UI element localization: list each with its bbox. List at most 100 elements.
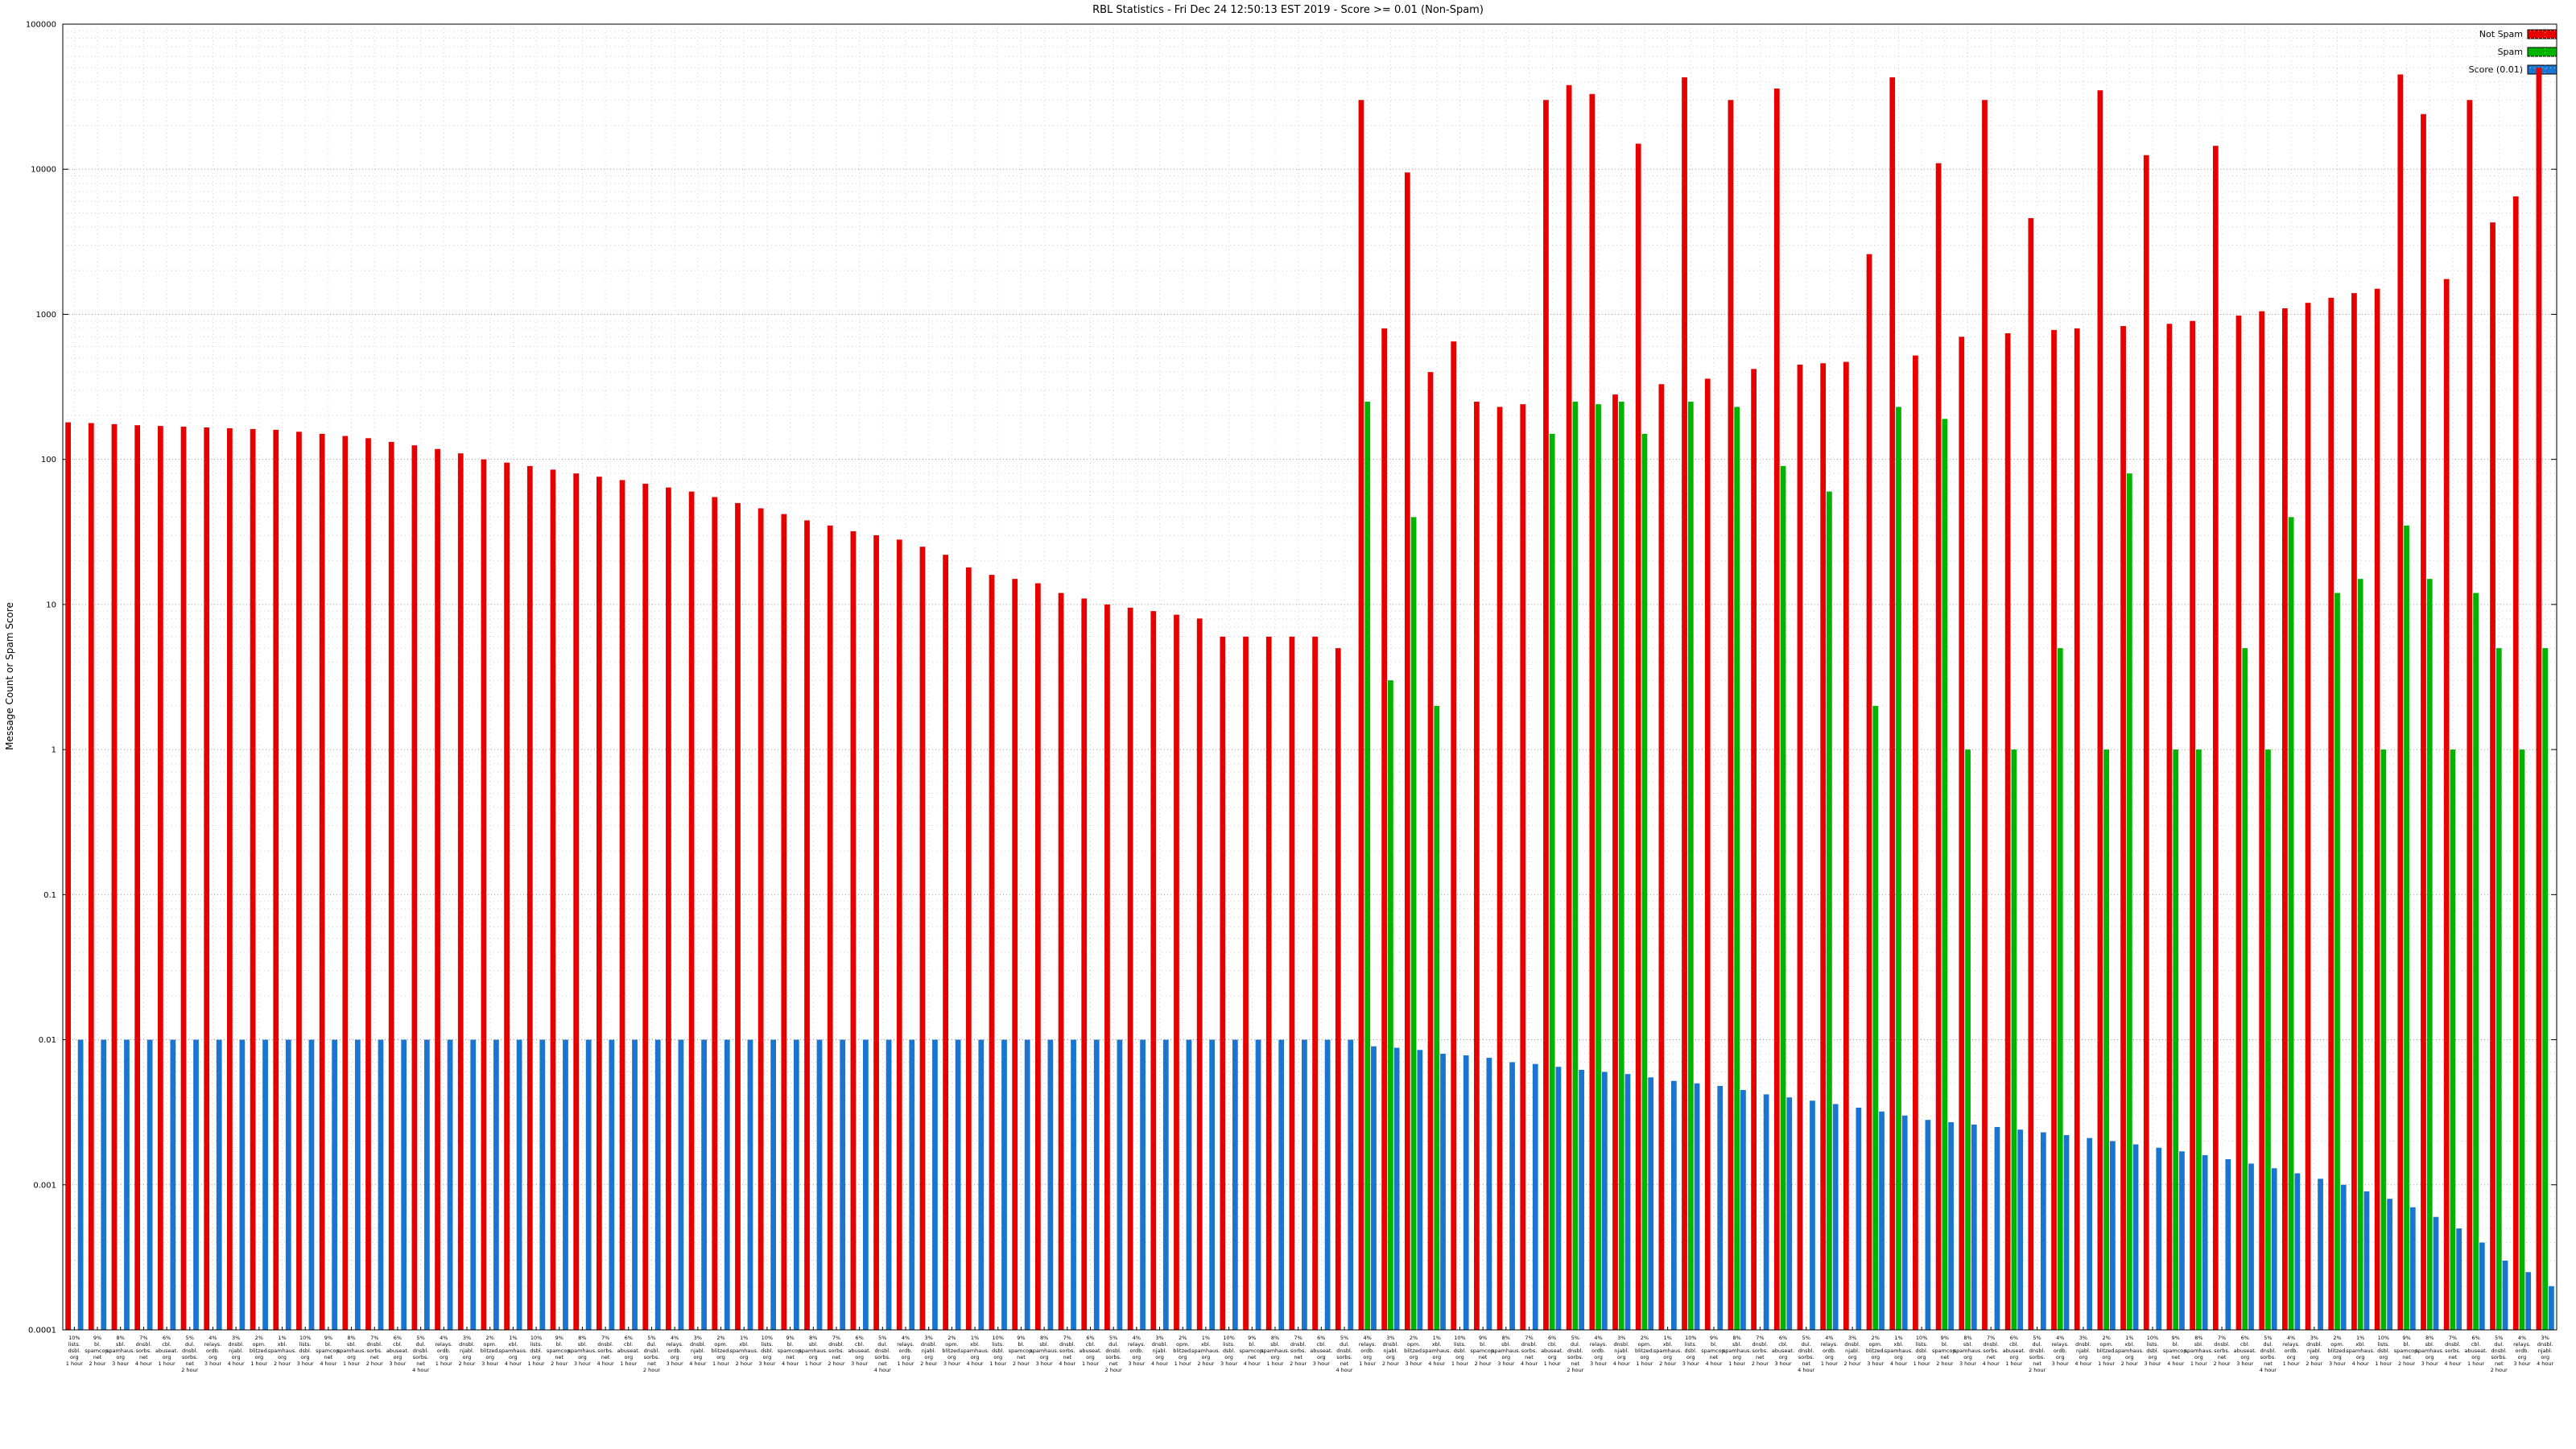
- bar-spam-59: [1434, 705, 1440, 1330]
- x-tick-label-line: 3 hour: [1497, 1360, 1514, 1367]
- x-tick-label-line: 1%: [2356, 1335, 2364, 1341]
- x-tick-label-line: dnsbl.: [1290, 1341, 1307, 1348]
- bar-score-0-01--99: [2363, 1191, 2370, 1330]
- x-tick-label-line: lists.: [992, 1341, 1004, 1348]
- x-tick-label-line: 3 hour: [2421, 1360, 2438, 1367]
- x-tick-label-line: 3 hour: [1036, 1360, 1053, 1367]
- bar-score-0-01--23: [609, 1039, 615, 1330]
- bar-spam-74: [1780, 465, 1786, 1331]
- x-tick-label-line: net: [1017, 1354, 1026, 1360]
- bar-spam-107: [2542, 648, 2549, 1330]
- x-tick-label-line: org: [1155, 1354, 1164, 1360]
- x-tick-label-line: 4 hour: [1059, 1360, 1075, 1367]
- x-tick-label-line: spamhaus.: [729, 1348, 758, 1354]
- x-tick-label-line: abuseat.: [1772, 1348, 1794, 1354]
- bar-score-0-01--54: [1324, 1039, 1331, 1330]
- x-tick-label-line: 2%: [255, 1335, 263, 1341]
- x-tick-label-line: xbl.: [2355, 1341, 2365, 1348]
- bar-not-spam-13: [365, 438, 371, 1330]
- bar-not-spam-68: [1635, 143, 1641, 1331]
- x-tick-label-line: org: [1386, 1354, 1395, 1360]
- x-tick-label-line: sorbs.: [2029, 1354, 2046, 1360]
- x-tick-label-line: 5%: [647, 1335, 655, 1341]
- x-tick-label-line: bl.: [325, 1341, 332, 1348]
- x-tick-label-line: 3%: [2079, 1335, 2087, 1341]
- x-tick-label-line: org: [1963, 1354, 1972, 1360]
- x-tick-label-line: 3 hour: [1774, 1360, 1791, 1367]
- x-tick-label-line: spamhaus.: [1030, 1348, 1059, 1354]
- bar-score-0-01--36: [909, 1039, 915, 1330]
- bar-score-0-01--66: [1601, 1071, 1608, 1330]
- x-tick-label-line: 3 hour: [2513, 1360, 2530, 1367]
- bar-score-0-01--83: [1994, 1127, 2000, 1330]
- x-tick-label-line: spamcop.: [1470, 1348, 1496, 1354]
- x-tick-label-line: 4 hour: [2167, 1360, 2184, 1367]
- x-tick-label-line: org: [509, 1354, 518, 1360]
- x-tick-label-line: org: [1871, 1354, 1880, 1360]
- legend-item-score: Score (0.01): [2469, 64, 2557, 75]
- bar-score-0-01--91: [2179, 1151, 2185, 1330]
- x-tick-label-line: ordb.: [206, 1348, 220, 1354]
- bar-score-0-01--30: [770, 1039, 777, 1330]
- x-tick-label-line: org: [1501, 1354, 1510, 1360]
- x-tick-label-line: 4 hour: [1890, 1360, 1907, 1367]
- x-tick-label-line: net: [832, 1354, 841, 1360]
- x-tick-label-line: 7%: [2449, 1335, 2457, 1341]
- x-tick-label-line: 4%: [2287, 1335, 2295, 1341]
- x-tick-label-line: spamcop.: [1701, 1348, 1727, 1354]
- x-tick-label-line: org: [1317, 1354, 1326, 1360]
- bar-not-spam-38: [943, 555, 949, 1330]
- x-tick-label-line: 6%: [855, 1335, 863, 1341]
- x-tick-label-line: 4%: [440, 1335, 448, 1341]
- legend-swatch-spam: [2527, 47, 2557, 57]
- bar-not-spam-31: [781, 514, 787, 1330]
- x-tick-label-line: dnsbl.: [1798, 1348, 1814, 1354]
- x-tick-label-line: dsbl.: [1223, 1348, 1236, 1354]
- x-tick-label-line: 10%: [68, 1335, 80, 1341]
- bar-score-0-01--104: [2479, 1242, 2485, 1330]
- x-tick-label-line: dnsbl.: [2029, 1348, 2046, 1354]
- x-tick-label-line: 1 hour: [527, 1360, 544, 1367]
- bar-score-0-01--4: [170, 1039, 176, 1330]
- bar-not-spam-2: [111, 423, 118, 1330]
- x-tick-label-line: org: [716, 1354, 725, 1360]
- bar-score-0-01--10: [308, 1039, 315, 1330]
- bar-score-0-01--74: [1786, 1097, 1793, 1330]
- bar-spam-68: [1641, 433, 1648, 1331]
- bar-not-spam-33: [827, 525, 833, 1330]
- bar-score-0-01--18: [493, 1039, 499, 1330]
- x-tick-label-line: org: [2310, 1354, 2318, 1360]
- x-tick-label-line: org: [232, 1354, 241, 1360]
- x-tick-label-line: org: [1594, 1354, 1603, 1360]
- bar-spam-82: [1965, 749, 1971, 1330]
- x-tick-label-line: opm.: [714, 1341, 728, 1348]
- x-tick-label-line: 2%: [716, 1335, 724, 1341]
- x-tick-label-line: 7%: [601, 1335, 609, 1341]
- x-tick-label-line: net: [1756, 1354, 1765, 1360]
- x-tick-label-line: dnsbl.: [1844, 1341, 1860, 1348]
- x-tick-label-line: net: [1248, 1354, 1257, 1360]
- x-tick-label-line: njabl.: [1383, 1348, 1397, 1354]
- x-tick-label-line: 1 hour: [1451, 1360, 1468, 1367]
- x-tick-label-line: 1 hour: [805, 1360, 822, 1367]
- x-tick-label-line: org: [532, 1354, 541, 1360]
- x-tick-label-line: 4%: [1594, 1335, 1602, 1341]
- x-tick-label-line: net: [1340, 1360, 1349, 1367]
- x-tick-label-line: bl.: [1942, 1341, 1948, 1348]
- legend-label-score: Score (0.01): [2469, 64, 2523, 75]
- x-tick-label-line: 8%: [1040, 1335, 1048, 1341]
- x-tick-label-line: 4%: [1364, 1335, 1372, 1341]
- bar-not-spam-78: [1866, 254, 1872, 1330]
- x-tick-label-line: sorbs.: [1521, 1348, 1538, 1354]
- x-tick-label-line: lists.: [2147, 1341, 2159, 1348]
- x-tick-label-line: 4 hour: [2352, 1360, 2369, 1367]
- x-tick-label-line: org: [1663, 1354, 1672, 1360]
- x-tick-label-line: 4 hour: [1521, 1360, 1538, 1367]
- bar-score-0-01--39: [978, 1039, 985, 1330]
- x-tick-label-line: abuseat.: [1541, 1348, 1563, 1354]
- x-tick-label-line: dnsbl.: [182, 1348, 198, 1354]
- x-tick-label-line: org: [2518, 1354, 2527, 1360]
- bar-not-spam-1: [88, 423, 94, 1330]
- x-tick-label-line: 1%: [740, 1335, 748, 1341]
